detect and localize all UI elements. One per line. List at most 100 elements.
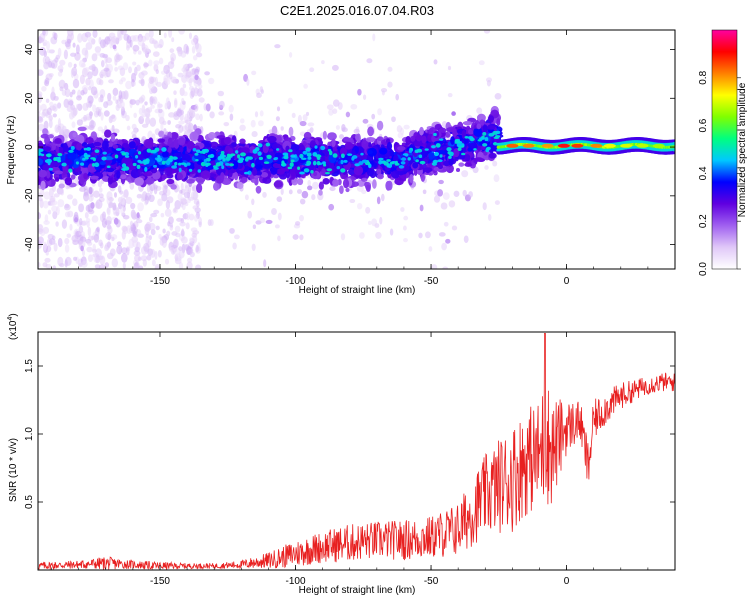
spectrogram-cell (87, 226, 92, 237)
spectrogram-cell (167, 147, 172, 153)
spectrogram-cell (257, 120, 264, 127)
spectrogram-cell (288, 52, 293, 58)
spectrogram-cell (296, 189, 303, 194)
spectrogram-cell (177, 48, 183, 57)
spectrogram-cell (120, 174, 127, 180)
spectrogram-cell (186, 162, 191, 166)
spectrogram-cell (494, 93, 502, 100)
spectrogram-cell (195, 43, 202, 54)
spectrogram-cell (245, 156, 251, 160)
spectrogram-cell (344, 141, 353, 150)
spectrogram-cell (163, 32, 167, 39)
spectrogram-cell (96, 226, 100, 233)
spectrogram-cell (418, 154, 423, 159)
spectrogram-cell (117, 30, 122, 40)
spectrogram-cell (53, 193, 60, 198)
spectrogram-cell (276, 148, 280, 151)
spectrogram-cell (194, 68, 200, 76)
spectrogram-cell (187, 140, 195, 150)
spectrogram-cell (217, 155, 222, 161)
spectrogram-cell (205, 163, 209, 167)
spectrogram-cell (306, 152, 312, 157)
spectrogram-cell (192, 191, 199, 200)
spectrogram-cell (65, 184, 70, 190)
spectrogram-cell (194, 105, 199, 110)
spectrogram-cell (81, 47, 88, 56)
spectrogram-cell (73, 63, 77, 68)
spectrogram-cell (51, 59, 58, 69)
spectrogram-cell (164, 258, 170, 265)
spectrogram-cell (336, 165, 341, 170)
spectrogram-cell (38, 142, 44, 148)
spectrogram-cell (84, 156, 89, 160)
spectrogram-cell (182, 83, 187, 89)
spectrogram-cell (351, 149, 356, 157)
spectrogram-cell (46, 49, 52, 54)
spectrogram-cell (443, 221, 449, 227)
spectrogram-cell (259, 217, 266, 224)
spectrogram-cell (99, 39, 106, 49)
spectrogram-cell (83, 172, 88, 180)
spectrogram-cell (439, 154, 443, 158)
spectrogram-cell (326, 104, 334, 110)
spectrogram-cell (195, 158, 199, 162)
spectrogram-cell (311, 194, 316, 201)
spectrogram-cell (297, 166, 301, 171)
spectrogram-cell (181, 236, 188, 244)
spectrogram-cell (476, 113, 486, 123)
spectrogram-cell (57, 71, 63, 77)
spectrogram-cell (299, 171, 305, 175)
spectrogram-cell (456, 143, 462, 147)
spectrogram-cell (91, 215, 99, 223)
spectrogram-cell (195, 264, 202, 269)
spectrogram-cell (93, 141, 102, 147)
spectrogram-cell (332, 179, 340, 187)
spectrogram-cell (100, 112, 104, 121)
spectrogram-cell (474, 157, 484, 162)
spectrogram-cell (189, 85, 194, 92)
spectrogram-cell (164, 167, 173, 177)
spectrogram-cell (40, 153, 45, 157)
spectrogram-cell (137, 50, 142, 55)
spectrogram-cell (241, 176, 248, 183)
spectrogram-cell (487, 128, 495, 133)
spectrogram-cell (74, 51, 81, 61)
spectrogram-cell (57, 237, 63, 248)
spectrogram-cell (486, 146, 491, 151)
spectrogram-cell (136, 164, 141, 170)
spectrogram-cell (493, 174, 500, 183)
spectrogram-cell (300, 198, 304, 203)
spectrogram-cell (112, 87, 119, 96)
spectrogram-cell (410, 135, 416, 142)
spectrogram-cell (283, 155, 289, 160)
spectrogram-cell (68, 100, 74, 106)
spectrogram-cell (482, 132, 487, 136)
spectrogram-cell (486, 79, 491, 87)
spectrogram-cell (195, 113, 201, 121)
spectrogram-cell (494, 200, 500, 205)
spectrogram-cell (367, 149, 373, 155)
spectrogram-cell (391, 116, 396, 123)
spectrogram-cell (228, 147, 234, 155)
spectrogram-cell (101, 156, 107, 161)
spectrogram-cell (252, 149, 258, 154)
spectrogram-cell (218, 111, 225, 116)
spectrogram-cell (209, 219, 214, 227)
spectrogram-cell (360, 152, 364, 156)
spectrogram-cell (169, 155, 173, 159)
spectrogram-cell (66, 159, 73, 166)
spectrogram-cell (124, 155, 130, 158)
spectrogram-cell (152, 96, 158, 105)
spectrogram-cell (371, 218, 378, 227)
spectrogram-cell (58, 183, 65, 189)
spectrogram-cell (232, 160, 239, 170)
spectrogram-cell (87, 36, 94, 43)
spectrogram-cell (323, 163, 327, 167)
spectrogram-cell (132, 230, 137, 237)
spectrogram-cell (290, 143, 300, 151)
spectrogram-cell (342, 178, 350, 189)
spectrogram-cell (115, 247, 120, 254)
spectrogram-cell (306, 185, 313, 191)
spectrogram-cell (482, 143, 488, 147)
spectrogram-cell (38, 169, 48, 178)
